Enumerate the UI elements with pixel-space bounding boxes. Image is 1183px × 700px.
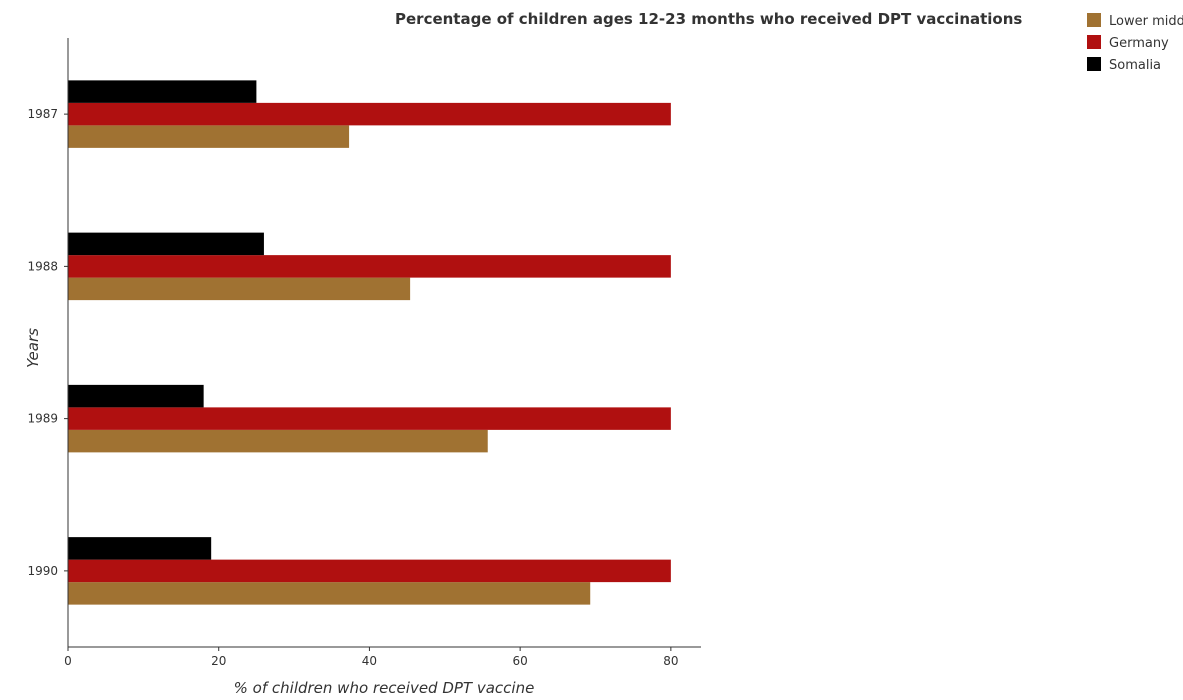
legend-label-somalia: Somalia [1109,58,1161,73]
bars-group [68,80,671,605]
bar-lower-middle-income-1987 [68,125,350,148]
y-tick-label: 1989 [27,412,58,426]
y-tick-label: 1988 [27,259,58,273]
x-tick-label: 60 [513,654,528,668]
y-axis-label: Years [24,328,42,368]
legend-label-lower-middle-income: Lower middle income [1109,14,1183,29]
bar-somalia-1989 [68,384,204,408]
x-axis-label: % of children who received DPT vaccine [234,679,535,697]
legend: Lower middle income Germany Somalia [1087,13,1183,73]
y-tick-label: 1987 [27,107,58,121]
bar-lower-middle-income-1990 [68,582,591,605]
y-tick-label: 1990 [27,564,58,578]
legend-swatch-germany [1087,35,1101,49]
x-tick-label: 0 [64,654,72,668]
bar-somalia-1990 [68,537,212,560]
bar-somalia-1988 [68,232,264,256]
bar-somalia-1987 [68,80,257,103]
chart-title: Percentage of children ages 12-23 months… [395,10,1022,28]
bar-germany-1987 [68,102,671,126]
legend-label-germany: Germany [1109,36,1169,51]
x-tick-label: 40 [362,654,377,668]
bar-lower-middle-income-1988 [68,277,411,301]
axes-group: 1987 1988 1989 1990 0 20 40 60 80 [27,38,701,668]
bar-germany-1990 [68,559,671,583]
legend-swatch-somalia [1087,57,1101,71]
x-tick-label: 20 [211,654,226,668]
legend-swatch-lower-middle-income [1087,13,1101,27]
bar-germany-1989 [68,407,671,430]
bar-lower-middle-income-1989 [68,429,488,453]
x-tick-label: 80 [663,654,678,668]
bar-germany-1988 [68,255,671,278]
